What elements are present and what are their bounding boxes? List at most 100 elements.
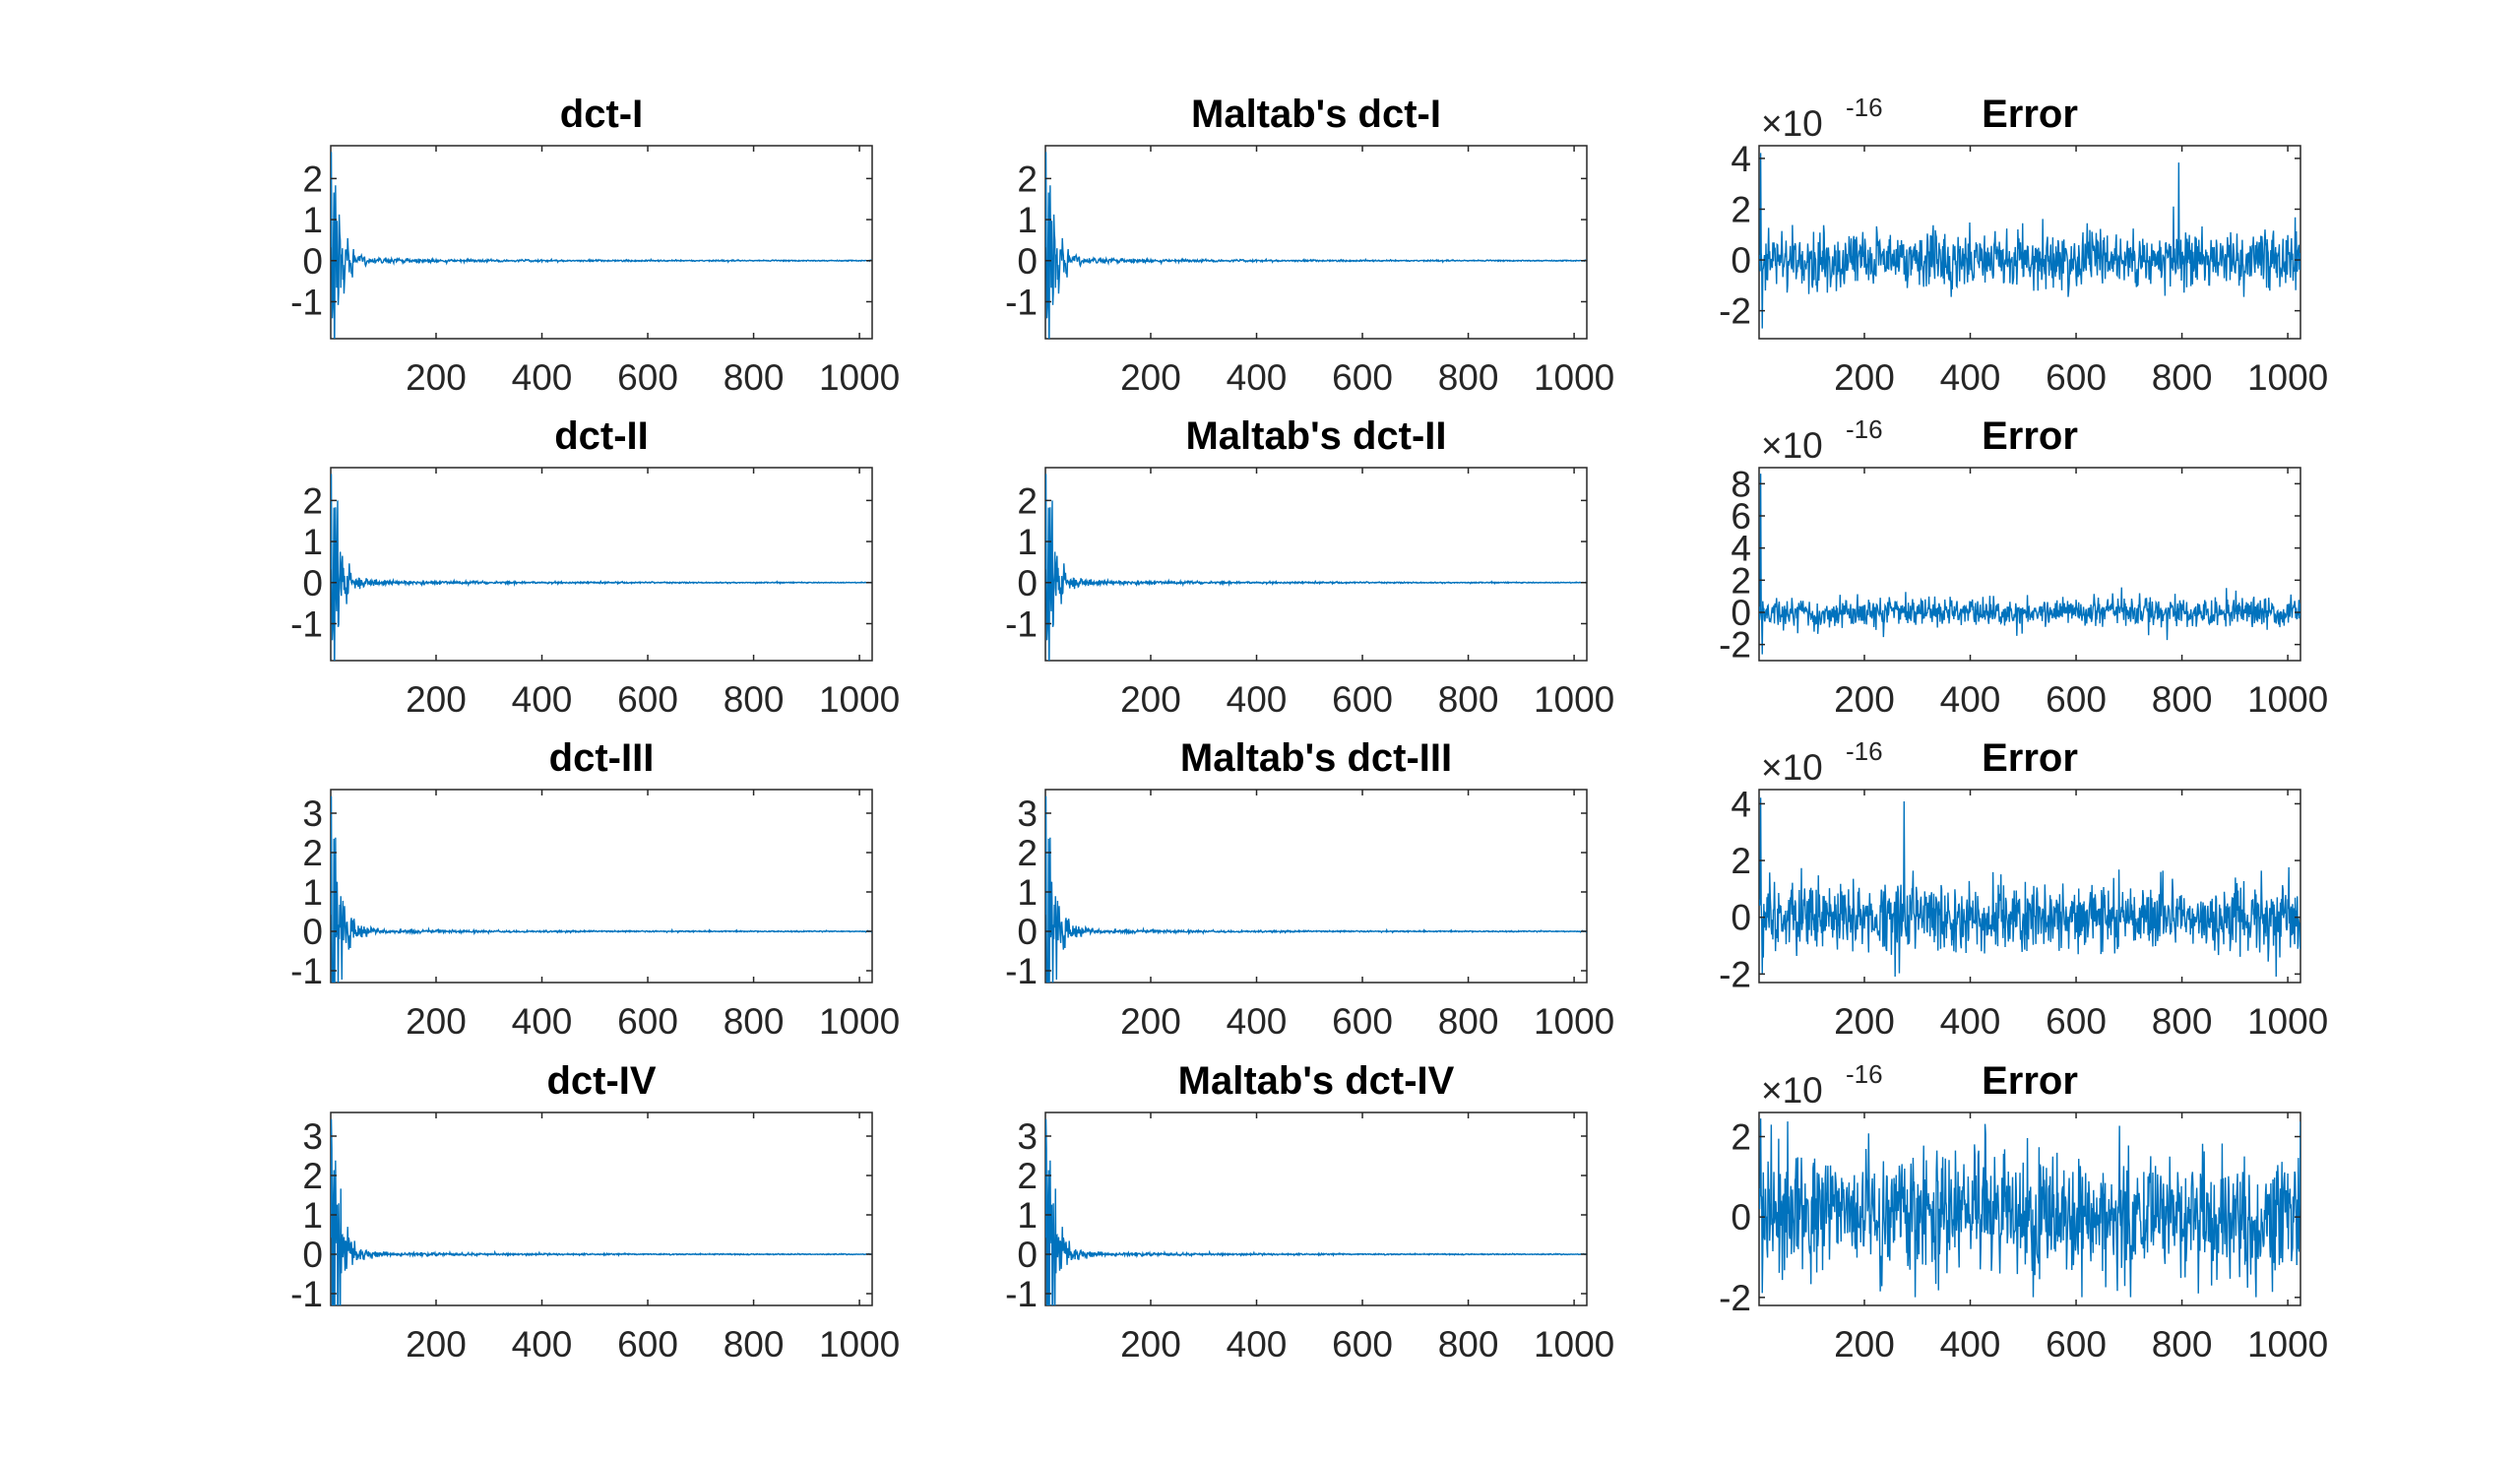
y-tick-label: -1	[1005, 603, 1038, 644]
series-line	[331, 474, 872, 661]
y-tick-label: -1	[1005, 951, 1038, 991]
y-tick-label: 2	[1017, 1156, 1038, 1196]
x-tick-label: 400	[1227, 679, 1288, 720]
axis-exponent-power: -16	[1846, 93, 1883, 122]
x-tick-label: 600	[2046, 679, 2107, 720]
x-tick-label: 600	[1332, 679, 1393, 720]
series-line	[1045, 795, 1587, 983]
y-tick-label: 0	[302, 912, 323, 952]
x-tick-label: 1000	[1534, 1324, 1614, 1365]
x-tick-label: 400	[512, 357, 573, 398]
x-tick-label: 1000	[1534, 1001, 1614, 1042]
y-tick-label: 0	[1731, 898, 1751, 938]
axes-box	[330, 467, 873, 662]
subplot-title: dct-II	[554, 414, 649, 458]
x-tick-label: 200	[1120, 1001, 1181, 1042]
x-tick-label: 600	[617, 679, 678, 720]
y-tick-label: 4	[1731, 784, 1751, 824]
x-tick-label: 800	[1438, 679, 1499, 720]
x-tick-label: 200	[1834, 357, 1895, 398]
x-tick-label: 800	[1438, 357, 1499, 398]
y-tick-label: -1	[290, 951, 323, 991]
y-tick-label: 1	[1017, 1195, 1038, 1236]
x-tick-label: 200	[1834, 679, 1895, 720]
x-tick-label: 1000	[819, 1324, 900, 1365]
x-tick-label: 200	[406, 357, 467, 398]
x-tick-label: 600	[1332, 357, 1393, 398]
series-line	[1045, 474, 1587, 661]
y-tick-label: 1	[1017, 200, 1038, 240]
y-tick-label: -2	[1719, 291, 1751, 332]
x-tick-label: 600	[1332, 1001, 1393, 1042]
axis-exponent-power: -16	[1846, 1059, 1883, 1089]
x-tick-label: 800	[2152, 1324, 2213, 1365]
x-tick-label: 800	[1438, 1001, 1499, 1042]
x-tick-label: 600	[2046, 357, 2107, 398]
y-tick-label: -1	[290, 603, 323, 644]
x-tick-label: 200	[1834, 1001, 1895, 1042]
y-tick-label: 1	[1017, 872, 1038, 913]
axes-box	[1758, 467, 2301, 662]
subplot-title: Maltab's dct-IV	[1178, 1059, 1455, 1103]
y-tick-label: 0	[1731, 593, 1751, 633]
x-tick-label: 200	[1120, 357, 1181, 398]
x-tick-label: 600	[617, 1324, 678, 1365]
y-tick-label: 1	[302, 200, 323, 240]
subplot-title: Error	[1982, 414, 2078, 458]
y-tick-label: 2	[1017, 159, 1038, 199]
axes-box	[330, 789, 873, 984]
y-tick-label: 0	[1017, 912, 1038, 952]
y-tick-label: -2	[1719, 954, 1751, 994]
x-tick-label: 1000	[2247, 357, 2328, 398]
x-tick-label: 800	[724, 679, 785, 720]
axes-box	[1758, 789, 2301, 984]
y-tick-label: 4	[1731, 139, 1751, 179]
x-tick-label: 400	[512, 1324, 573, 1365]
axis-exponent: ×10	[1761, 747, 1823, 788]
series-line	[1759, 474, 2300, 655]
axes-box	[1044, 467, 1588, 662]
y-tick-label: 0	[1017, 1235, 1038, 1275]
y-tick-label: 1	[302, 872, 323, 913]
x-tick-label: 800	[2152, 357, 2213, 398]
y-tick-label: 8	[1731, 464, 1751, 504]
axes-box	[1044, 145, 1588, 340]
series-line	[331, 795, 872, 983]
series-line	[1759, 1118, 2300, 1298]
axes-box	[330, 145, 873, 340]
series-line	[331, 1118, 872, 1305]
subplot-title: Maltab's dct-III	[1180, 736, 1452, 780]
x-tick-label: 600	[2046, 1001, 2107, 1042]
y-tick-label: 2	[302, 159, 323, 199]
subplot-3: 200 400 600 800 1000 -2 0 2 4 Error ×10 -16	[1719, 93, 2328, 398]
y-tick-label: 1	[302, 1195, 323, 1236]
x-tick-label: 200	[1120, 1324, 1181, 1365]
y-tick-label: 3	[302, 1116, 323, 1157]
y-tick-label: 1	[302, 522, 323, 562]
y-tick-label: 2	[1731, 1117, 1751, 1158]
subplot-title: Error	[1982, 736, 2078, 780]
y-tick-label: 3	[1017, 1116, 1038, 1157]
x-tick-label: 400	[1227, 1001, 1288, 1042]
y-tick-label: -2	[1719, 1278, 1751, 1318]
series-line	[1045, 152, 1587, 339]
x-tick-label: 1000	[1534, 679, 1614, 720]
x-tick-label: 1000	[1534, 357, 1614, 398]
y-tick-label: 2	[302, 480, 323, 521]
subplot-title: dct-IV	[546, 1059, 656, 1103]
y-tick-label: 2	[1017, 480, 1038, 521]
x-tick-label: 600	[617, 357, 678, 398]
y-tick-label: 3	[302, 794, 323, 834]
axis-exponent-power: -16	[1846, 414, 1883, 444]
x-tick-label: 200	[406, 1324, 467, 1365]
y-tick-label: 0	[1017, 241, 1038, 282]
y-tick-label: -1	[1005, 282, 1038, 322]
x-tick-label: 600	[2046, 1324, 2107, 1365]
y-tick-label: -2	[1719, 625, 1751, 666]
